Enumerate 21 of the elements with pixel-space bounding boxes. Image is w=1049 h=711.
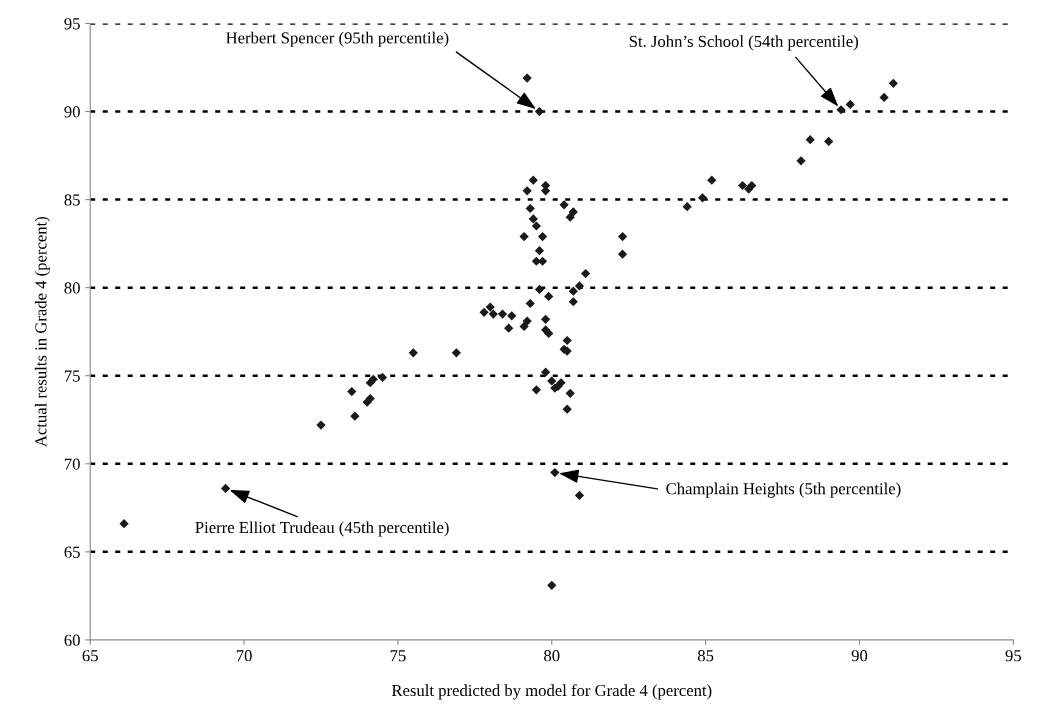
x-axis-title: Result predicted by model for Grade 4 (percent): [391, 684, 712, 700]
y-tick-label: 85: [64, 194, 80, 206]
x-tick-label: 95: [1005, 650, 1022, 662]
x-tick-label: 75: [390, 650, 406, 662]
y-tick-label: 95: [64, 18, 80, 30]
y-axis-title: Actual results in Grade 4 (percent): [34, 216, 50, 447]
x-tick-label: 90: [851, 650, 868, 662]
y-tick-label: 60: [64, 634, 80, 646]
annotation: Herbert Spencer (95th percentile): [226, 31, 449, 47]
y-tick-label: 90: [64, 106, 80, 118]
x-tick-label: 85: [697, 650, 714, 662]
annotation: St. John’s School (54th percentile): [629, 35, 859, 51]
x-tick-label: 80: [544, 650, 560, 662]
x-tick-label: 70: [236, 650, 252, 662]
annotation: Champlain Heights (5th percentile): [666, 482, 901, 498]
y-tick-label: 70: [64, 458, 80, 470]
y-tick-label: 75: [64, 370, 80, 382]
annotation: Pierre Elliot Trudeau (45th percentile): [195, 521, 449, 537]
x-tick-label: 65: [82, 650, 98, 662]
y-tick-label: 65: [64, 546, 80, 558]
y-tick-label: 80: [64, 282, 80, 294]
